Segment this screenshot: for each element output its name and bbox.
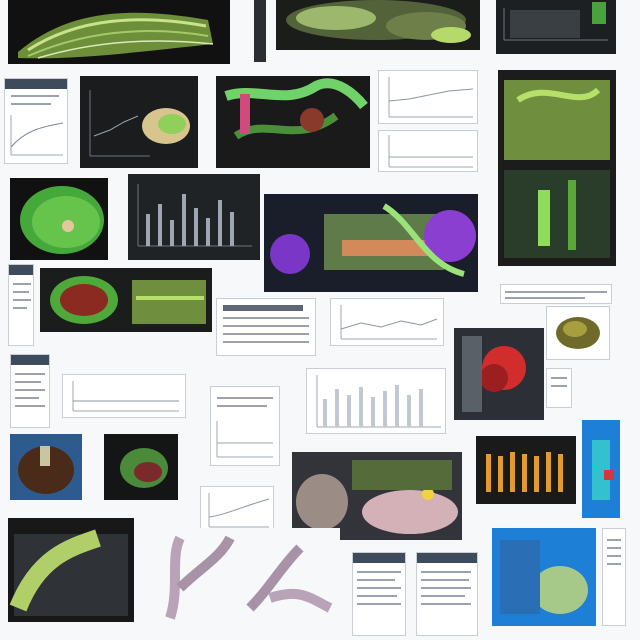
side-tab-document <box>546 368 572 408</box>
orange-bar-chart-panel <box>476 436 576 504</box>
green-organ-panel-image <box>104 434 178 500</box>
green-specimen-render-image <box>10 178 108 260</box>
document-header-bar <box>417 553 477 563</box>
narrow-divider-bar <box>254 0 266 62</box>
document-header-bar <box>11 355 49 365</box>
coral-branch-render-image <box>165 535 333 620</box>
analysis-panel-with-specimen <box>80 76 198 168</box>
red-organ-render-panel-image <box>454 328 544 420</box>
fibrous-tissue-render <box>8 0 230 64</box>
vascular-structure-render-image <box>216 76 370 168</box>
organ-render-image <box>556 317 600 349</box>
document-line-chart <box>10 115 64 156</box>
large-tissue-map-panel-image <box>498 70 616 266</box>
lobe-render-panel-image <box>292 452 462 540</box>
brown-specimen-panel-image <box>10 434 82 500</box>
blue-green-volume-panel <box>492 528 596 626</box>
document-header-bar <box>353 553 405 563</box>
brown-specimen-panel <box>10 434 82 500</box>
document-thumbnail-3 <box>10 354 50 428</box>
line-chart-document-small <box>200 486 274 534</box>
vascular-structure-render <box>216 76 370 168</box>
specimen-with-line-chart-panel <box>40 268 212 332</box>
green-leaf-render-panel <box>8 518 134 622</box>
line-chart-document-lower <box>378 130 478 172</box>
bar-chart-panel-dark-image <box>128 174 260 260</box>
line-chart-document-mid <box>330 298 444 346</box>
blue-volume-panel-vertical <box>582 420 620 518</box>
colorful-structure-render <box>264 194 478 292</box>
tissue-render-top-center <box>276 0 480 50</box>
document-thumbnail-7 <box>602 528 626 626</box>
line-chart-document-small-chart <box>208 493 270 528</box>
line-chart-document-upper-chart <box>388 77 474 118</box>
bar-chart-document-light <box>306 368 446 434</box>
document-strip-right <box>500 284 612 304</box>
chart-panel-top-right <box>496 0 616 54</box>
line-chart-document-mid-chart <box>340 305 438 340</box>
document-thumbnail-5 <box>352 552 406 636</box>
line-chart-document-upper <box>378 70 478 124</box>
line-chart-document-lower-chart <box>388 135 473 168</box>
tissue-render-top-center-image <box>276 0 480 50</box>
table-document-center <box>216 298 316 356</box>
document-thumbnail-2 <box>8 264 34 346</box>
lobe-render-panel <box>292 452 462 540</box>
bar-chart-document-light-chart <box>316 375 441 428</box>
document-thumbnail-4 <box>210 386 280 466</box>
colorful-structure-render-image <box>264 194 478 292</box>
blue-volume-panel-vertical-image <box>582 420 620 518</box>
green-organ-panel <box>104 434 178 500</box>
document-header-bar <box>5 79 67 89</box>
analysis-panel-with-specimen-image <box>80 76 198 168</box>
document-thumbnail-1 <box>4 78 68 164</box>
bar-chart-panel-dark <box>128 174 260 260</box>
coral-branch-render <box>150 528 340 624</box>
green-specimen-render <box>10 178 108 260</box>
wide-line-chart-document <box>62 374 186 418</box>
document-thumbnail-4-chart <box>216 421 273 458</box>
large-tissue-map-panel <box>498 70 616 266</box>
green-leaf-render-panel-image <box>8 518 134 622</box>
fibrous-tissue-render-panel <box>8 0 230 64</box>
orange-bar-chart-panel-image <box>476 436 576 504</box>
document-thumbnail-6 <box>416 552 478 636</box>
organ-render-tile <box>546 306 610 360</box>
specimen-with-line-chart-panel-image <box>40 268 212 332</box>
chart-panel-top-right-image <box>496 0 616 54</box>
red-organ-render-panel <box>454 328 544 420</box>
blue-green-volume-panel-image <box>492 528 596 626</box>
wide-line-chart-document-chart <box>72 381 179 412</box>
document-header-bar <box>9 265 33 275</box>
